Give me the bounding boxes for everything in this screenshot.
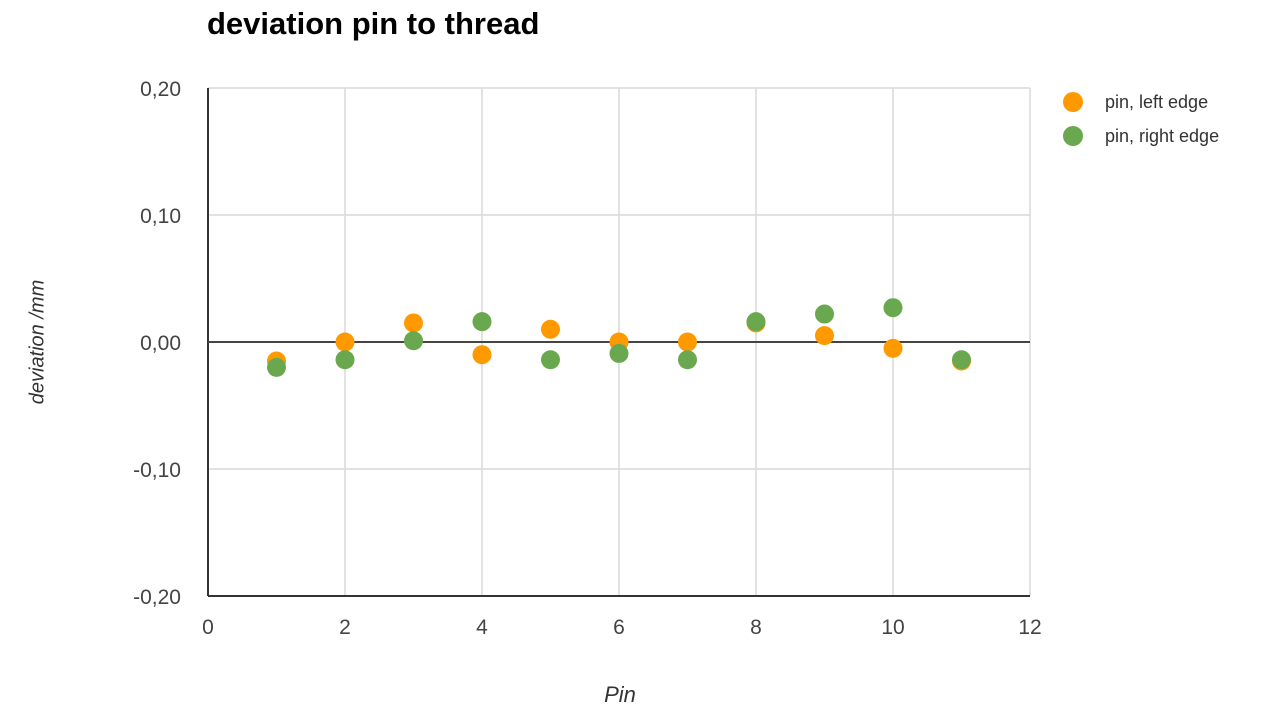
data-point-left-edge	[404, 313, 423, 333]
legend-marker-left-edge	[1063, 92, 1083, 112]
y-tick-label: 0,10	[140, 205, 181, 228]
data-point-right-edge	[541, 350, 560, 370]
data-point-right-edge	[952, 350, 971, 370]
x-tick-label: 12	[1018, 616, 1041, 639]
data-point-right-edge	[678, 350, 697, 370]
x-tick-label: 6	[613, 616, 625, 639]
x-tick-label: 2	[339, 616, 351, 639]
chart-title: deviation pin to thread	[207, 6, 540, 41]
data-point-right-edge	[883, 298, 903, 318]
x-tick-label: 8	[750, 616, 762, 639]
x-tick-label: 10	[881, 616, 904, 639]
data-point-left-edge	[883, 338, 903, 358]
legend-marker-right-edge	[1063, 126, 1083, 146]
x-axis-label: Pin	[604, 682, 636, 707]
legend-item-right-edge[interactable]: pin, right edge	[1063, 119, 1219, 153]
legend-item-left-edge[interactable]: pin, left edge	[1063, 85, 1219, 119]
data-point-left-edge	[335, 332, 355, 352]
data-point-left-edge	[472, 345, 492, 365]
y-tick-label: -0,10	[133, 459, 181, 482]
x-tick-label: 0	[202, 616, 214, 639]
data-point-right-edge	[472, 312, 492, 332]
y-tick-label: 0,00	[140, 332, 181, 355]
data-point-right-edge	[404, 331, 423, 351]
data-point-left-edge	[678, 332, 697, 352]
legend-label-right-edge: pin, right edge	[1105, 125, 1220, 146]
legend: pin, left edge pin, right edge	[1063, 85, 1219, 153]
data-point-right-edge	[609, 343, 629, 363]
legend-label-left-edge: pin, left edge	[1105, 91, 1209, 112]
data-point-right-edge	[815, 304, 834, 324]
y-tick-label: -0,20	[133, 586, 181, 609]
x-tick-label: 4	[476, 616, 488, 639]
y-tick-label: 0,20	[140, 78, 181, 101]
data-point-left-edge	[541, 319, 560, 339]
data-point-left-edge	[815, 326, 834, 346]
data-point-right-edge	[267, 357, 286, 377]
data-point-right-edge	[335, 350, 355, 370]
y-axis-label: deviation /mm	[26, 279, 49, 405]
data-point-right-edge	[746, 312, 766, 332]
